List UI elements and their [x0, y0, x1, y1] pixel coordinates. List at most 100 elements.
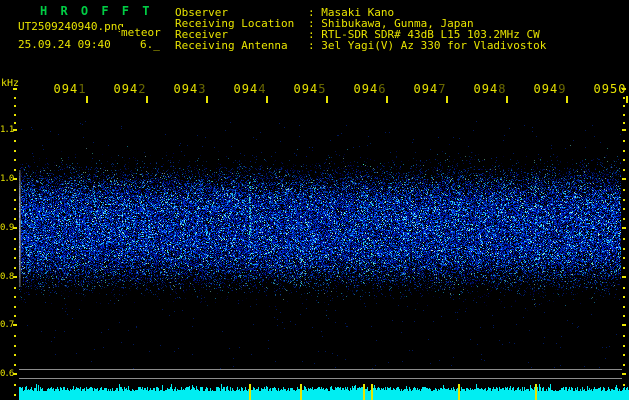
x-axis-tick-label: 0947	[414, 82, 447, 96]
y-minor-tick-left	[14, 364, 16, 366]
y-minor-tick-right	[623, 354, 625, 356]
y-minor-tick-right	[623, 105, 625, 107]
station-info-row: Observer: Masaki Kano	[175, 6, 394, 19]
y-minor-tick-left	[14, 287, 16, 289]
reference-line-upper	[19, 369, 622, 370]
info-value: RTL-SDR SDR# 43dB L15 103.2MHz CW	[321, 28, 540, 41]
y-minor-tick-right	[623, 287, 625, 289]
x-axis-tick	[206, 96, 208, 103]
y-major-tick-right	[622, 129, 626, 131]
y-minor-tick-right	[623, 140, 625, 142]
y-minor-tick-left	[14, 315, 16, 317]
x-label-main: 094	[413, 82, 439, 96]
x-label-last-digit: 0	[618, 82, 626, 96]
x-label-last-digit: 8	[498, 82, 507, 96]
app-title: H R O F F T	[40, 4, 153, 18]
x-axis-tick	[266, 96, 268, 103]
x-axis-tick-label: 0942	[114, 82, 147, 96]
y-minor-tick-left	[14, 150, 16, 152]
y-minor-tick-right	[623, 248, 625, 250]
info-label: Receiver	[175, 28, 228, 41]
info-value: Shibukawa, Gunma, Japan	[321, 17, 474, 30]
y-major-tick-left	[13, 324, 17, 326]
y-major-tick-right	[622, 373, 626, 375]
info-value: Masaki Kano	[321, 6, 395, 19]
y-minor-tick-left	[14, 189, 16, 191]
info-separator: :	[308, 6, 322, 19]
y-minor-tick-right	[623, 345, 625, 347]
reference-line-lower	[19, 378, 622, 379]
y-minor-tick-right	[623, 150, 625, 152]
x-label-last-digit: 9	[558, 82, 567, 96]
x-axis-tick	[386, 96, 388, 103]
y-major-tick-left	[13, 129, 17, 131]
x-label-main: 094	[233, 82, 259, 96]
y-major-tick-right	[622, 178, 626, 180]
x-axis-tick	[146, 96, 148, 103]
signal-level-strip-canvas	[19, 384, 629, 400]
y-minor-tick-left	[14, 140, 16, 142]
info-label: Receiving Antenna	[175, 39, 288, 52]
y-minor-tick-left	[14, 238, 16, 240]
y-minor-tick-left	[14, 267, 16, 269]
x-axis-tick-label: 0946	[354, 82, 387, 96]
x-axis-tick	[86, 96, 88, 103]
y-minor-tick-left	[14, 208, 16, 210]
y-minor-tick-left	[14, 384, 16, 386]
x-axis-tick-label: 0945	[294, 82, 327, 96]
y-major-tick-right	[622, 227, 626, 229]
y-major-tick-left	[13, 373, 17, 375]
info-separator: :	[308, 28, 322, 41]
y-axis-unit-label: kHz	[1, 78, 20, 89]
y-minor-tick-left	[14, 218, 16, 220]
station-info-row: Receiver: RTL-SDR SDR# 43dB L15 103.2MHz…	[175, 28, 540, 41]
y-minor-tick-left	[14, 105, 16, 107]
x-label-last-digit: 6	[378, 82, 387, 96]
info-label: Observer	[175, 6, 228, 19]
x-label-last-digit: 3	[198, 82, 207, 96]
y-minor-tick-right	[623, 159, 625, 161]
y-major-tick-left	[13, 227, 17, 229]
y-minor-tick-right	[623, 208, 625, 210]
y-axis-tick-label: 1.1	[0, 125, 14, 135]
y-minor-tick-right	[623, 257, 625, 259]
info-separator: :	[308, 39, 322, 52]
x-label-last-digit: 4	[258, 82, 267, 96]
echo-count: 6._	[140, 38, 160, 51]
station-info-row: Receiving Antenna: 3el Yagi(V) Az 330 fo…	[175, 39, 546, 52]
x-axis-tick-label: 0941	[54, 82, 87, 96]
x-axis-tick-label: 0944	[234, 82, 267, 96]
x-label-last-digit: 1	[78, 82, 87, 96]
x-label-main: 094	[113, 82, 139, 96]
x-label-last-digit: 2	[138, 82, 147, 96]
x-axis-tick	[446, 96, 448, 103]
y-minor-tick-right	[623, 218, 625, 220]
x-axis-tick	[566, 96, 568, 103]
x-label-main: 095	[593, 82, 619, 96]
x-axis-tick	[626, 96, 628, 103]
y-minor-tick-right	[623, 238, 625, 240]
output-filename: UT2509240940.png	[18, 20, 124, 33]
y-major-tick-right	[622, 276, 626, 278]
x-label-main: 094	[533, 82, 559, 96]
y-minor-tick-right	[623, 296, 625, 298]
x-label-last-digit: 5	[318, 82, 327, 96]
x-label-main: 094	[473, 82, 499, 96]
y-minor-tick-left	[14, 199, 16, 201]
y-minor-tick-right	[623, 199, 625, 201]
y-major-tick-right	[622, 88, 626, 90]
x-axis-tick-label: 0950	[594, 82, 627, 96]
y-minor-tick-left	[14, 335, 16, 337]
y-minor-tick-right	[623, 267, 625, 269]
y-axis-tick-label: 0.8	[0, 272, 14, 282]
y-minor-tick-left	[14, 169, 16, 171]
y-minor-tick-left	[14, 306, 16, 308]
x-axis-tick-label: 0943	[174, 82, 207, 96]
y-major-tick-left	[13, 88, 17, 90]
y-axis-tick-label: 1.0	[0, 174, 14, 184]
observation-tag: meteor	[120, 26, 161, 39]
y-minor-tick-left	[14, 257, 16, 259]
y-minor-tick-right	[623, 306, 625, 308]
station-info-row: Receiving Location: Shibukawa, Gunma, Ja…	[175, 17, 474, 30]
